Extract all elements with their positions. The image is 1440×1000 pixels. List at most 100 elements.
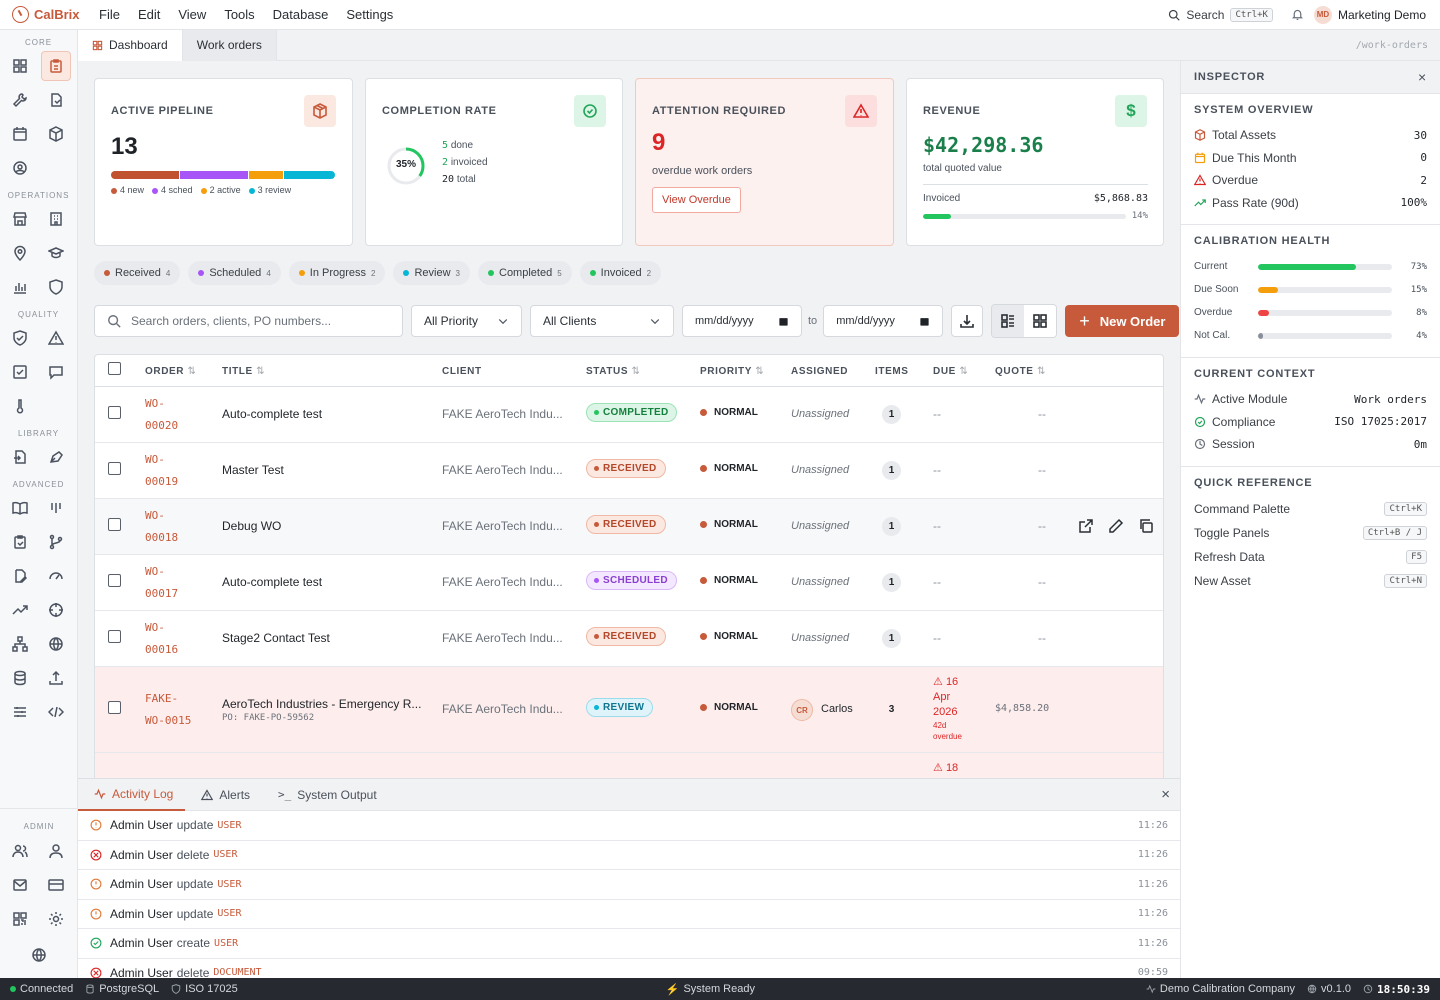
database-icon[interactable] (5, 663, 35, 693)
date-to-input[interactable]: mm/dd/yyyy (823, 305, 944, 337)
shield-icon[interactable] (41, 272, 71, 302)
date-from-input[interactable]: mm/dd/yyyy (682, 305, 802, 337)
col-order[interactable]: ORDER ⇅ (145, 366, 197, 377)
row-checkbox[interactable] (108, 701, 121, 714)
thermometer-icon[interactable] (5, 391, 35, 421)
checkbox-icon[interactable] (5, 357, 35, 387)
chip-invoiced[interactable]: Invoiced 2 (579, 261, 662, 285)
app-logo[interactable]: CalBrix (0, 6, 90, 23)
order-number[interactable]: WO- 00016 (145, 621, 179, 656)
table-row-overdue[interactable]: FAKE- WO-0015 AeroTech Industries - Emerg… (95, 667, 1163, 753)
export-button[interactable] (951, 305, 984, 337)
edit-pencil-icon[interactable] (1108, 518, 1124, 537)
row-checkbox[interactable] (108, 574, 121, 587)
open-external-icon[interactable] (1078, 518, 1094, 537)
order-number[interactable]: WO- 00017 (145, 565, 179, 600)
sliders-icon[interactable] (5, 697, 35, 727)
grid-view-button[interactable] (1024, 305, 1057, 337)
col-items[interactable]: ITEMS (875, 366, 909, 377)
col-title[interactable]: TITLE ⇅ (222, 366, 266, 377)
row-checkbox[interactable] (108, 518, 121, 531)
chip-in-progress[interactable]: In Progress 2 (288, 261, 386, 285)
table-row[interactable]: WO- 00017 Auto-complete test FAKE AeroTec… (95, 555, 1163, 611)
clipboard-check-icon[interactable] (5, 527, 35, 557)
wrench-icon[interactable] (5, 85, 35, 115)
table-row[interactable]: WO- 00020 Auto-complete test FAKE AeroTec… (95, 387, 1163, 443)
globe-icon[interactable] (41, 629, 71, 659)
order-number[interactable]: FAKE- WO-0015 (145, 692, 192, 727)
table-row[interactable]: WO- 00019 Master Test FAKE AeroTech Indu.… (95, 443, 1163, 499)
clipboard-icon[interactable] (41, 51, 71, 81)
shield-check-icon[interactable] (5, 323, 35, 353)
bar-chart-icon[interactable] (5, 272, 35, 302)
close-icon[interactable]: × (1418, 69, 1427, 85)
user-menu[interactable]: MD Marketing Demo (1313, 5, 1426, 24)
order-number[interactable]: WO- 00020 (145, 397, 179, 432)
table-row[interactable]: WO- 00016 Stage2 Contact Test FAKE AeroTe… (95, 611, 1163, 667)
tab-system-output[interactable]: >_ System Output (278, 787, 377, 802)
file-import-icon[interactable] (5, 442, 35, 472)
credit-card-icon[interactable] (41, 870, 71, 900)
document-icon[interactable] (41, 85, 71, 115)
sitemap-icon[interactable] (5, 629, 35, 659)
menu-edit[interactable]: Edit (137, 6, 161, 22)
language-globe-icon[interactable] (24, 940, 54, 970)
row-checkbox[interactable] (108, 630, 121, 643)
menu-tools[interactable]: Tools (224, 6, 255, 22)
users-icon[interactable] (5, 836, 35, 866)
settings-gear-icon[interactable] (41, 904, 71, 934)
view-overdue-button[interactable]: View Overdue (652, 187, 741, 213)
col-quote[interactable]: QUOTE ⇅ (995, 366, 1046, 377)
chip-received[interactable]: Received 4 (94, 261, 181, 285)
tab-work-orders[interactable]: Work orders (182, 29, 277, 61)
menu-database[interactable]: Database (272, 6, 329, 22)
col-assigned[interactable]: ASSIGNED (791, 366, 849, 377)
select-all-checkbox[interactable] (108, 362, 121, 375)
user-circle-icon[interactable] (5, 153, 35, 183)
box-icon[interactable] (41, 119, 71, 149)
trending-up-icon[interactable] (5, 595, 35, 625)
chip-scheduled[interactable]: Scheduled 4 (188, 261, 281, 285)
client-select[interactable]: All Clients (530, 305, 674, 337)
store-icon[interactable] (5, 204, 35, 234)
order-search-field[interactable]: Search orders, clients, PO numbers... (94, 305, 403, 337)
chip-review[interactable]: Review 3 (393, 261, 470, 285)
tab-activity-log[interactable]: Activity Log (78, 779, 186, 811)
tab-dashboard[interactable]: Dashboard (78, 29, 183, 61)
qr-code-icon[interactable] (5, 904, 35, 934)
git-branch-icon[interactable] (41, 527, 71, 557)
close-panel-icon[interactable]: × (1161, 786, 1170, 803)
graduation-cap-icon[interactable] (41, 238, 71, 268)
upload-icon[interactable] (41, 663, 71, 693)
col-status[interactable]: STATUS ⇅ (586, 366, 641, 377)
warning-icon[interactable] (41, 323, 71, 353)
order-number[interactable]: WO- 00019 (145, 453, 179, 488)
message-icon[interactable] (41, 357, 71, 387)
tab-alerts[interactable]: Alerts (185, 779, 262, 811)
building-icon[interactable] (41, 204, 71, 234)
row-checkbox[interactable] (108, 406, 121, 419)
menu-settings[interactable]: Settings (346, 6, 394, 22)
code-icon[interactable] (41, 697, 71, 727)
map-pin-icon[interactable] (5, 238, 35, 268)
user-group-icon[interactable] (41, 836, 71, 866)
col-priority[interactable]: PRIORITY ⇅ (700, 366, 765, 377)
crosshair-icon[interactable] (41, 595, 71, 625)
order-number[interactable]: WO- 00018 (145, 509, 179, 544)
book-icon[interactable] (5, 493, 35, 523)
bell-icon[interactable] (1291, 8, 1304, 21)
file-edit-icon[interactable] (5, 561, 35, 591)
table-row[interactable]: WO- 00018 Debug WO FAKE AeroTech Indu... … (95, 499, 1163, 555)
col-due[interactable]: DUE ⇅ (933, 366, 969, 377)
menu-file[interactable]: File (99, 6, 120, 22)
mail-icon[interactable] (5, 870, 35, 900)
columns-icon[interactable] (41, 493, 71, 523)
col-client[interactable]: CLIENT (442, 366, 482, 377)
row-checkbox[interactable] (108, 462, 121, 475)
pen-tool-icon[interactable] (41, 442, 71, 472)
chip-completed[interactable]: Completed 5 (478, 261, 572, 285)
list-view-button[interactable] (992, 305, 1025, 337)
duplicate-icon[interactable] (1138, 518, 1154, 537)
gauge-icon[interactable] (41, 561, 71, 591)
global-search-button[interactable]: Search Ctrl+K (1160, 4, 1281, 26)
